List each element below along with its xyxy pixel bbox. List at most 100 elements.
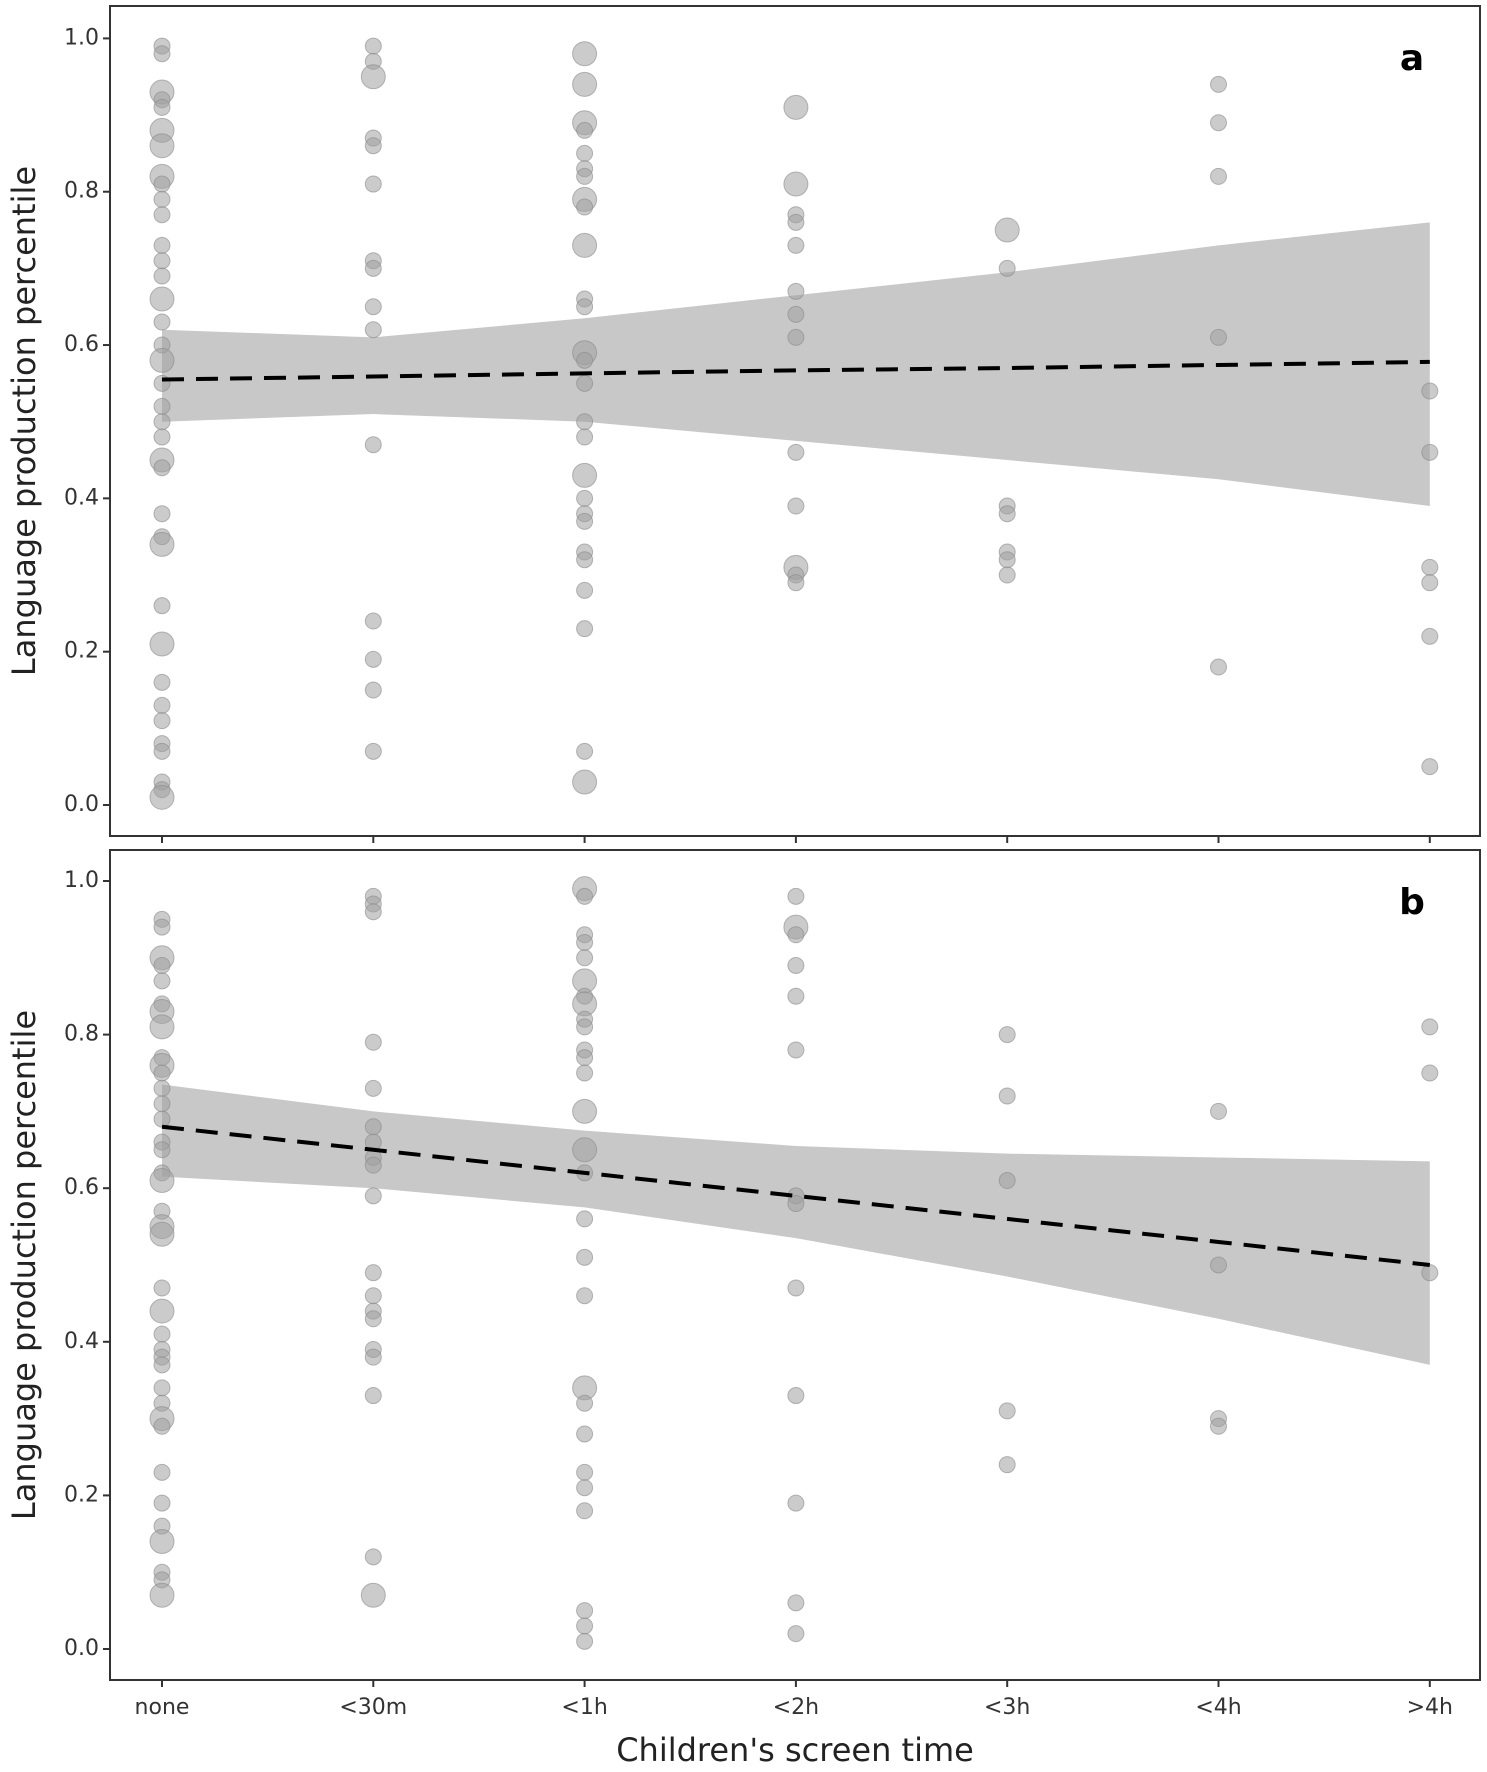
data-point — [576, 620, 594, 638]
data-point — [998, 1172, 1016, 1190]
data-point — [787, 1041, 805, 1059]
data-point — [153, 313, 171, 331]
data-point — [576, 1502, 594, 1520]
data-point — [1210, 1102, 1227, 1120]
data-point — [364, 37, 382, 55]
data-point — [153, 1141, 171, 1159]
data-point — [1421, 1018, 1439, 1036]
data-point — [153, 397, 171, 415]
data-point — [576, 167, 594, 185]
data-point — [576, 1248, 594, 1266]
data-point — [153, 1095, 171, 1113]
data-point — [787, 1594, 805, 1612]
data-point — [1421, 558, 1439, 576]
data-point — [153, 428, 171, 446]
data-point — [576, 1210, 594, 1228]
data-point — [576, 298, 594, 316]
data-point — [1421, 1064, 1439, 1082]
data-point — [787, 1494, 805, 1512]
data-point — [149, 133, 175, 159]
data-point — [153, 1325, 171, 1343]
data-point — [149, 784, 175, 810]
data-point — [787, 574, 805, 592]
data-point — [787, 497, 805, 515]
data-point — [360, 1582, 386, 1608]
data-point — [153, 267, 171, 285]
data-point — [572, 41, 598, 67]
data-point — [998, 1087, 1016, 1105]
data-point — [576, 489, 594, 507]
y-tick-label: 0.4 — [64, 485, 99, 510]
data-point — [787, 1387, 805, 1405]
data-point — [153, 673, 171, 691]
data-point — [576, 933, 594, 951]
y-tick-label: 0.2 — [64, 1482, 99, 1507]
x-tick-label: none — [135, 1695, 190, 1720]
data-point — [576, 1602, 594, 1620]
data-point — [576, 1394, 594, 1412]
data-point — [153, 956, 171, 974]
data-point — [576, 1632, 594, 1650]
data-point — [153, 252, 171, 270]
data-point — [153, 1356, 171, 1374]
panel-label: b — [1399, 882, 1425, 923]
data-point — [1421, 758, 1439, 776]
data-point — [576, 121, 594, 139]
data-point — [1421, 627, 1439, 645]
data-point — [576, 1049, 594, 1067]
data-point — [572, 462, 598, 488]
data-point — [360, 64, 386, 90]
data-point — [153, 1494, 171, 1512]
data-point — [783, 171, 809, 197]
data-point — [1421, 574, 1439, 592]
data-point — [576, 1287, 594, 1305]
data-point — [153, 1064, 171, 1082]
x-tick-label: <1h — [561, 1695, 607, 1720]
data-point — [364, 298, 382, 316]
data-point — [364, 650, 382, 668]
data-point — [153, 696, 171, 714]
data-point — [149, 1221, 175, 1247]
data-point — [787, 987, 805, 1005]
data-point — [364, 1079, 382, 1097]
data-point — [787, 887, 805, 905]
data-point — [576, 1018, 594, 1036]
x-tick-label: <4h — [1195, 1695, 1241, 1720]
data-point — [998, 1026, 1016, 1044]
data-point — [576, 374, 594, 392]
data-point — [149, 1014, 175, 1040]
y-tick-label: 0.8 — [64, 179, 99, 204]
data-point — [576, 144, 594, 162]
data-point — [153, 98, 171, 116]
y-tick-label: 0.8 — [64, 1022, 99, 1047]
data-point — [576, 742, 594, 760]
data-point — [787, 213, 805, 231]
y-tick-label: 1.0 — [64, 25, 99, 50]
y-axis-label: Language production percentile — [5, 1010, 43, 1520]
data-point — [149, 286, 175, 312]
data-point — [783, 94, 809, 120]
data-point — [364, 1348, 382, 1366]
y-axis-label: Language production percentile — [5, 166, 43, 676]
data-point — [364, 137, 382, 155]
regression-line — [161, 1124, 1431, 1267]
data-point — [576, 512, 594, 530]
data-point — [787, 1625, 805, 1643]
data-point — [576, 413, 594, 431]
data-point — [364, 259, 382, 277]
data-point — [576, 428, 594, 446]
data-point — [364, 612, 382, 630]
y-tick-label: 0.0 — [64, 792, 99, 817]
data-point — [364, 436, 382, 454]
data-point — [998, 1402, 1016, 1420]
data-point — [364, 175, 382, 193]
data-point — [364, 1548, 382, 1566]
data-point — [364, 1118, 382, 1136]
data-point — [572, 71, 598, 97]
y-tick-label: 1.0 — [64, 868, 99, 893]
data-point — [153, 1110, 171, 1128]
data-point — [576, 1617, 594, 1635]
data-point — [153, 972, 171, 990]
data-point — [787, 282, 805, 300]
